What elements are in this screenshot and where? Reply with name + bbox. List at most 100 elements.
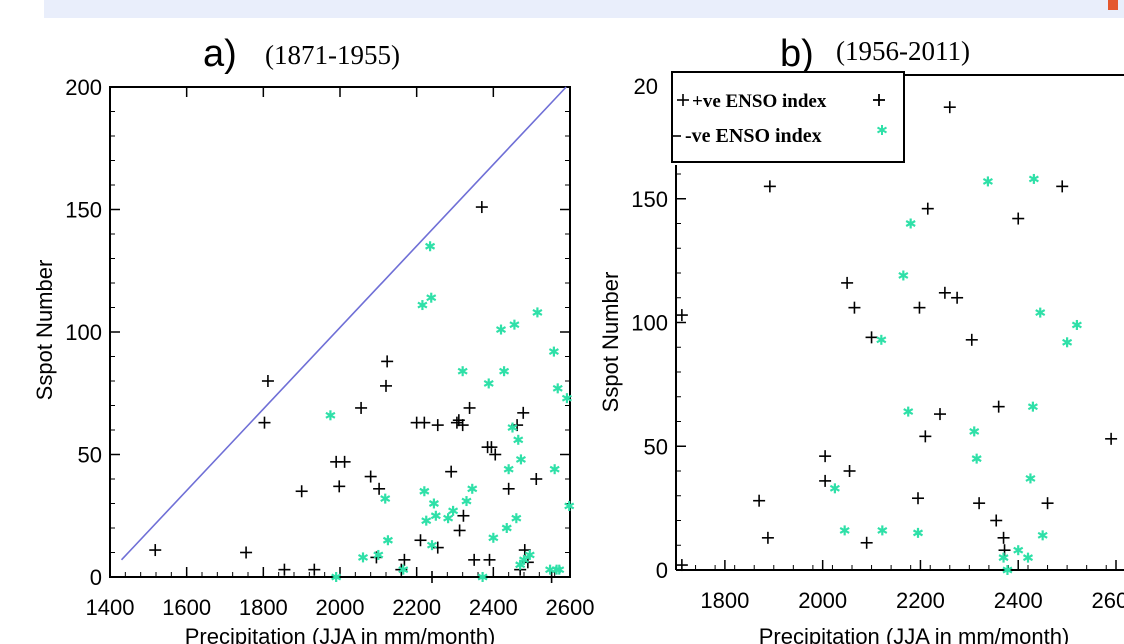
panel-b-plus-point	[1041, 497, 1054, 510]
panel-b-y-tick-label: 100	[631, 311, 668, 336]
legend-box	[671, 71, 905, 163]
panel-a-asterisk-point	[426, 540, 438, 551]
panel-a-reference-line	[120, 86, 567, 561]
panel-b-y-tick-label: 150	[631, 187, 668, 212]
panel-b-legend: +ve ENSO index -ve ENSO index	[671, 71, 905, 163]
panel-a-plus-point	[489, 448, 502, 461]
panel-a-plus-point	[261, 375, 274, 387]
panel-a-y-tick-label: 0	[90, 565, 102, 590]
panel-b-asterisk-point	[839, 525, 850, 536]
panel-b-plus-point	[990, 514, 1003, 527]
panel-b-asterisk-point	[1071, 319, 1082, 330]
panel-b-asterisk-point	[903, 406, 914, 417]
panel-b-plus-point	[865, 331, 878, 344]
panel-a-asterisk-point	[561, 393, 572, 404]
panel-a-asterisk-point	[545, 564, 556, 575]
panel-a-asterisk-point	[357, 552, 369, 563]
panel-b-plus-point	[938, 286, 951, 299]
panel-b-plus-point	[1056, 180, 1069, 193]
panel-a-asterisk-point	[552, 383, 563, 394]
panel-a-asterisk-point	[443, 513, 454, 524]
panel-b-asterisk-point	[982, 176, 993, 187]
panel-a-x-tick-label: 1600	[162, 595, 211, 620]
panel-a-plus-point	[517, 406, 530, 419]
panel-a-plus-point	[418, 416, 431, 429]
panel-b-asterisk-point	[1037, 530, 1048, 541]
panel-b-series-2	[829, 173, 1082, 575]
panel-a-plus-point	[338, 455, 351, 468]
panel-a-plus-point	[530, 473, 543, 485]
panel-a-plus-point	[381, 355, 394, 368]
panel-b-y-axis-label: Sspot Number	[598, 272, 623, 413]
panel-b-asterisk-point	[998, 552, 1009, 563]
panel-a-plus-point	[463, 401, 476, 414]
panel-a-asterisk-point	[417, 300, 428, 311]
panel-a-asterisk-point	[382, 535, 393, 546]
panel-a-asterisk-point	[524, 549, 535, 560]
panel-b-asterisk-point	[969, 426, 980, 437]
panel-b-asterisk-point	[829, 483, 840, 494]
panel-a-y-tick-label: 150	[65, 198, 102, 223]
panel-a-asterisk-point	[513, 434, 524, 445]
panel-a-asterisk-point	[554, 564, 565, 575]
panel-a-asterisk-point	[564, 500, 575, 511]
panel-a-plus-point	[414, 534, 427, 547]
panel-a-x-tick-label: 2200	[392, 595, 441, 620]
panel-a-asterisk-point	[398, 564, 409, 575]
panel-b-asterisk-point	[1062, 337, 1073, 348]
panel-b-plus-point	[997, 531, 1010, 544]
panel-b-plus-point	[992, 400, 1005, 413]
panel-b-plus-point	[919, 430, 932, 443]
panel-a-asterisk-point	[511, 513, 522, 524]
panel-b-x-tick-label: 2200	[896, 588, 945, 613]
panel-b-asterisk-point	[876, 334, 887, 345]
panel-a-plus-point	[483, 553, 496, 566]
panel-b-asterisk-point	[1002, 565, 1013, 575]
panel-a-y-tick-label: 100	[65, 320, 102, 345]
panel-b-plus-point	[912, 492, 924, 505]
panel-b-plus-point	[848, 301, 861, 314]
panel-a-y-tick-label: 50	[78, 443, 102, 468]
panel-a-plus-point	[453, 524, 466, 537]
panel-b-y-tick-label: 0	[656, 558, 668, 583]
panel-a-letter: a)	[203, 33, 237, 75]
panel-b-partial-top-tick-label: 20	[634, 74, 658, 99]
panel-a-asterisk-point	[461, 496, 472, 507]
panel-a-asterisk-point	[380, 493, 391, 504]
panel-a-plus-point	[468, 553, 481, 566]
panel-b-plus-point	[763, 180, 776, 193]
panel-b-asterisk-point	[1022, 552, 1034, 563]
panel-b-plus-point	[819, 450, 832, 463]
panel-a-asterisk-point	[477, 572, 488, 582]
panel-a-plus-point	[475, 201, 488, 214]
panel-a-asterisk-point	[518, 554, 530, 565]
panel-a-period: (1871-1955)	[265, 40, 400, 70]
panel-b-plus-point	[860, 536, 873, 549]
panel-a-plus-point	[485, 441, 498, 454]
panel-b-x-tick-label: 2400	[994, 588, 1043, 613]
panel-a-x-tick-label: 1400	[86, 595, 135, 620]
panel-a-plus-point	[380, 379, 392, 392]
panel-b-x-tick-label: 2600	[1092, 588, 1124, 613]
panel-a-x-axis-label: Precipitation (JJA in mm/month)	[185, 624, 496, 644]
panel-b-plus-point	[841, 276, 854, 289]
panel-a-plus-point	[355, 401, 368, 414]
panel-a-x-tick-label: 2400	[469, 595, 518, 620]
panel-a-plus-point	[149, 544, 162, 557]
panel-a-plus-point	[431, 419, 444, 432]
panel-b-plus-point	[973, 497, 986, 510]
panel-a-series-2	[325, 241, 575, 582]
panel-a-plus-point	[456, 419, 469, 432]
top-banner-strip	[44, 0, 1124, 18]
panel-a-plus-point	[398, 553, 411, 566]
panel-a-asterisk-point	[488, 532, 499, 543]
panel-a-series-1	[149, 201, 558, 583]
panel-b-plus-point	[934, 408, 946, 421]
panel-a-asterisk-point	[548, 346, 559, 357]
panel-b-asterisk-point	[1028, 173, 1039, 184]
panel-a-asterisk-point	[515, 454, 526, 465]
panel-a-asterisk-point	[419, 486, 430, 497]
panel-b-plus-point	[1012, 212, 1025, 225]
panel-b-plus-point	[921, 202, 934, 215]
panel-b-asterisk-point	[898, 270, 909, 281]
